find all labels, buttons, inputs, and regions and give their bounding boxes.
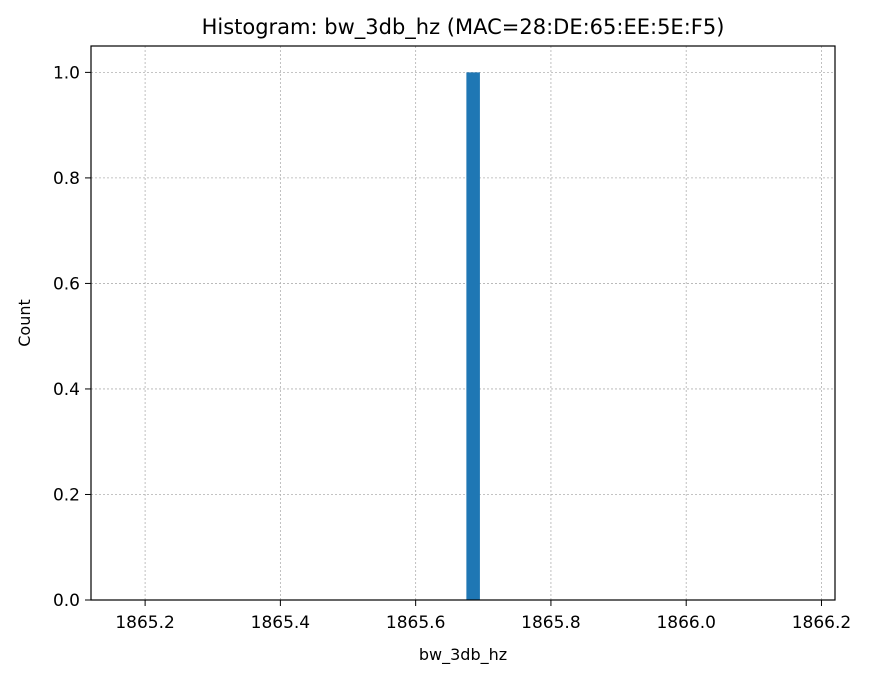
y-tick-label: 0.4 (53, 380, 80, 400)
y-tick-label: 0.8 (53, 169, 80, 189)
bars (466, 72, 480, 600)
y-tick-label: 0.0 (53, 591, 80, 611)
x-axis-label: bw_3db_hz (419, 645, 507, 665)
plot-frame (90, 45, 836, 601)
x-axis-ticks: 1865.2 1865.4 1865.6 1865.8 1866.0 1866.2 (115, 600, 851, 633)
y-tick-label: 1.0 (53, 63, 80, 83)
y-axis-label: Count (15, 299, 34, 347)
x-tick-label: 1865.8 (521, 613, 580, 633)
chart-title: Histogram: bw_3db_hz (MAC=28:DE:65:EE:5E… (202, 15, 725, 40)
x-tick-label: 1865.2 (115, 613, 174, 633)
x-tick-label: 1866.0 (656, 613, 715, 633)
x-tick-label: 1865.4 (251, 613, 310, 633)
y-axis-ticks: 0.0 0.2 0.4 0.6 0.8 1.0 (53, 63, 91, 611)
histogram-bar (466, 72, 480, 600)
grid-lines (91, 46, 835, 601)
x-tick-label: 1866.2 (792, 613, 851, 633)
y-tick-label: 0.6 (53, 274, 80, 294)
x-tick-label: 1865.6 (386, 613, 445, 633)
y-tick-label: 0.2 (53, 485, 80, 505)
